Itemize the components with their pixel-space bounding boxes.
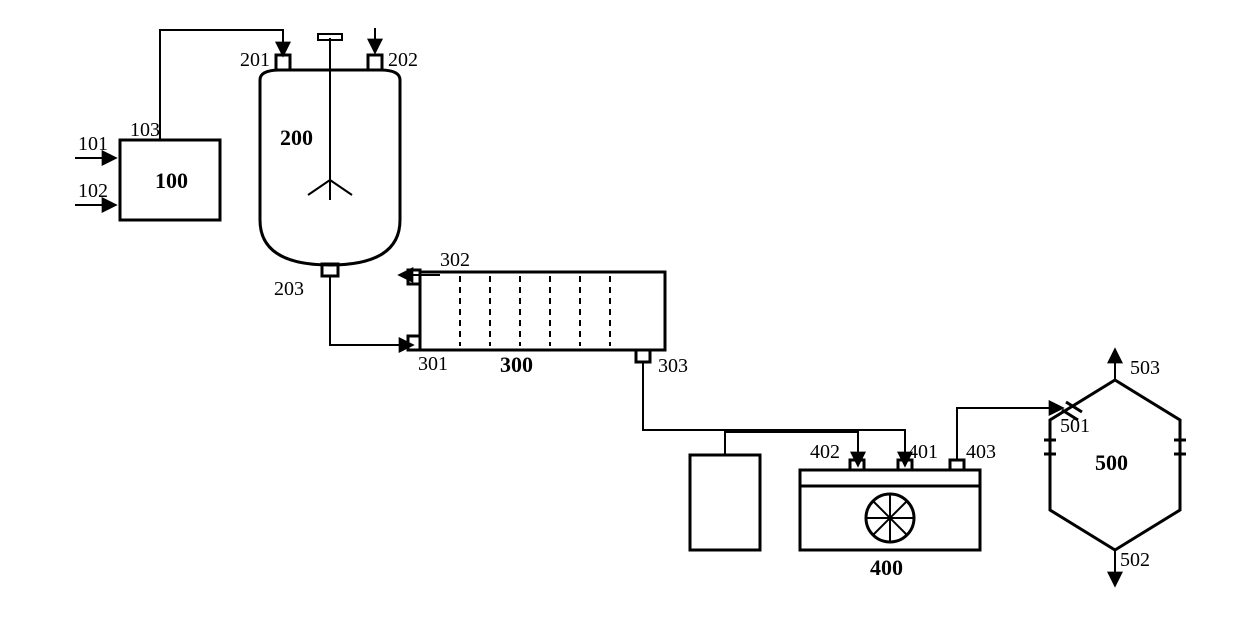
- port-103-label: 103: [130, 119, 160, 141]
- port-401-label: 401: [908, 441, 938, 463]
- edge-103-201: [160, 30, 283, 140]
- port-302-label: 302: [440, 249, 470, 271]
- port-402-label: 402: [810, 441, 840, 463]
- node-400: [800, 460, 980, 550]
- node-aux400: [690, 455, 760, 550]
- node-200: [260, 34, 400, 276]
- node-100-id: 100: [155, 168, 188, 193]
- port-502-label: 502: [1120, 549, 1150, 571]
- port-501-label: 501: [1060, 415, 1090, 437]
- port-301-label: 301: [418, 353, 448, 375]
- edge-203-301: [330, 276, 412, 345]
- port-101-label: 101: [78, 133, 108, 155]
- edge-303-401: [643, 362, 905, 465]
- process-diagram: 100 101 102 103 200 201 202 203 300 301 …: [0, 0, 1240, 623]
- port-203-label: 203: [274, 278, 304, 300]
- port-503-label: 503: [1130, 357, 1160, 379]
- node-500-id: 500: [1095, 450, 1128, 475]
- node-300: [408, 270, 665, 362]
- port-102-label: 102: [78, 180, 108, 202]
- port-201-label: 201: [240, 49, 270, 71]
- port-303-label: 303: [658, 355, 688, 377]
- node-200-id: 200: [280, 125, 313, 150]
- node-300-id: 300: [500, 352, 533, 377]
- port-202-label: 202: [388, 49, 418, 71]
- port-403-label: 403: [966, 441, 996, 463]
- node-400-id: 400: [870, 555, 903, 580]
